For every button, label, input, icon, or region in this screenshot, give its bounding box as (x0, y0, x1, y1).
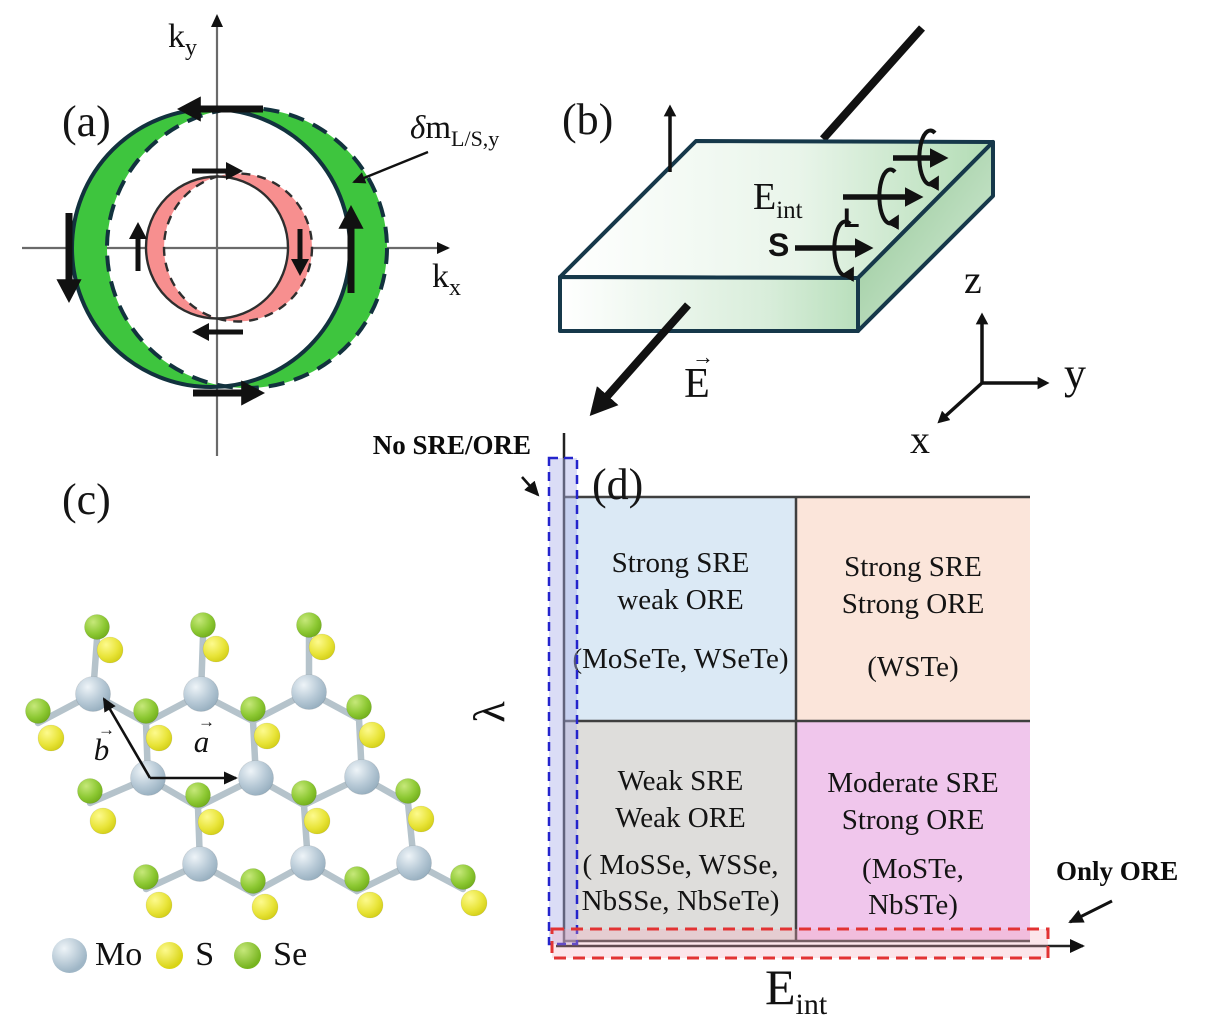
spin-orbit-arrows (795, 128, 949, 282)
quadrant-moderate-sre-strong-ore: Moderate SRE Strong ORE (MoSTe, NbSTe) (796, 721, 1030, 941)
lambda-axis-label: λ (465, 701, 515, 723)
mo-atom (396, 845, 432, 881)
panel-b-diagram (558, 25, 1050, 424)
se-atom (450, 864, 476, 890)
vector-b-arrow (102, 697, 152, 779)
mo-atom (291, 674, 327, 710)
se-atom (190, 612, 216, 638)
no-sre-ore-annotation: No SRE/ORE (372, 430, 531, 460)
se-atom (84, 614, 110, 640)
x-axis-label: x (910, 417, 930, 462)
se-atom (25, 698, 51, 724)
delta-m-annotation: δmL/S,y (410, 110, 500, 151)
se-atom (133, 698, 159, 724)
e-internal-label: Eint (753, 176, 803, 224)
vector-arrow-glyph: → (198, 712, 215, 731)
mo-atom (183, 676, 219, 712)
panel-c-structure (25, 612, 488, 921)
dm-pointer-arrow (352, 150, 429, 184)
only-ore-annotation: Only ORE (1056, 856, 1179, 886)
se-atom (133, 864, 159, 890)
kx-axis-label: kx (432, 258, 461, 301)
s-atom (197, 808, 225, 836)
mo-atom (290, 845, 326, 881)
vector-b-label: → b (93, 720, 115, 767)
e-field-arrow (589, 302, 691, 416)
s-atom (253, 722, 281, 750)
mo-atom (75, 676, 111, 712)
mo-atom (238, 760, 274, 796)
s-atom (356, 891, 384, 919)
se-atom (395, 778, 421, 804)
s-atom (145, 724, 173, 752)
vector-arrow-glyph: → (98, 720, 115, 739)
se-legend-swatch (234, 941, 262, 969)
s-atom (358, 721, 386, 749)
mo-legend-swatch (52, 937, 87, 973)
s-atom (460, 889, 488, 917)
ky-axis-label: ky (168, 18, 197, 61)
quadrant-strong-sre-weak-ore: Strong SRE weak ORE (MoSeTe, WSeTe) (565, 497, 796, 721)
only-ore-pointer-arrow (1068, 899, 1113, 924)
eint-axis-label: Eint (765, 959, 828, 1021)
slab-right-face (856, 140, 995, 333)
panel-d-label: (d) (592, 460, 644, 509)
s-legend-label: S (195, 936, 215, 973)
s-atom (37, 724, 65, 752)
se-atom (296, 612, 322, 638)
slab-front-face (558, 275, 860, 333)
vector-arrow-glyph: → (692, 344, 714, 369)
s-atom (303, 807, 331, 835)
torque-arc (877, 167, 899, 230)
z-axis-label: z (964, 257, 982, 302)
orbital-label: L (843, 203, 860, 233)
inner-spin-arrows (129, 162, 309, 341)
s-atom (308, 633, 336, 661)
torque-arc (917, 128, 939, 191)
panel-a-plot (22, 14, 450, 456)
lattice-vectors (102, 697, 238, 785)
inner-contour-shifted-dashed (162, 172, 314, 323)
mo-atom (344, 759, 380, 795)
panel-a-label: (a) (62, 97, 111, 146)
panel-b-label: (b) (562, 95, 614, 144)
s-atom (145, 891, 173, 919)
se-atom (185, 782, 211, 808)
s-atom (202, 635, 230, 663)
vector-a-label: → a (193, 712, 215, 759)
spin-label: S (768, 227, 790, 263)
no-sre-pointer-arrow (521, 476, 540, 497)
s-legend-swatch (156, 941, 184, 969)
e-field-line-upper (820, 25, 925, 142)
e-external-label: → E (684, 344, 714, 407)
atom-spheres (25, 612, 488, 921)
atom-legend: Mo S Se (52, 936, 307, 974)
se-legend-label: Se (273, 936, 308, 973)
outer-spin-arrows (56, 96, 364, 406)
s-atom (96, 636, 124, 664)
quadrant-weak-sre-weak-ore: Weak SRE Weak ORE ( MoSSe, WSSe, NbSSe, Nb… (565, 721, 796, 941)
s-atom (407, 805, 435, 833)
se-atom (240, 868, 266, 894)
se-atom (240, 696, 266, 722)
se-atom (291, 780, 317, 806)
torque-arc (832, 219, 854, 282)
coordinate-axes (937, 312, 1050, 424)
mo-legend-label: Mo (95, 936, 143, 973)
se-atom (346, 694, 372, 720)
s-atom (89, 807, 117, 835)
se-atom (344, 866, 370, 892)
quadrant-strong-sre-strong-ore: Strong SRE Strong ORE (WSTe) (796, 497, 1030, 721)
se-atom (77, 778, 103, 804)
y-axis-label: y (1064, 349, 1086, 398)
panel-c-label: (c) (62, 475, 111, 524)
mo-atom (182, 846, 218, 882)
s-atom (251, 893, 279, 921)
